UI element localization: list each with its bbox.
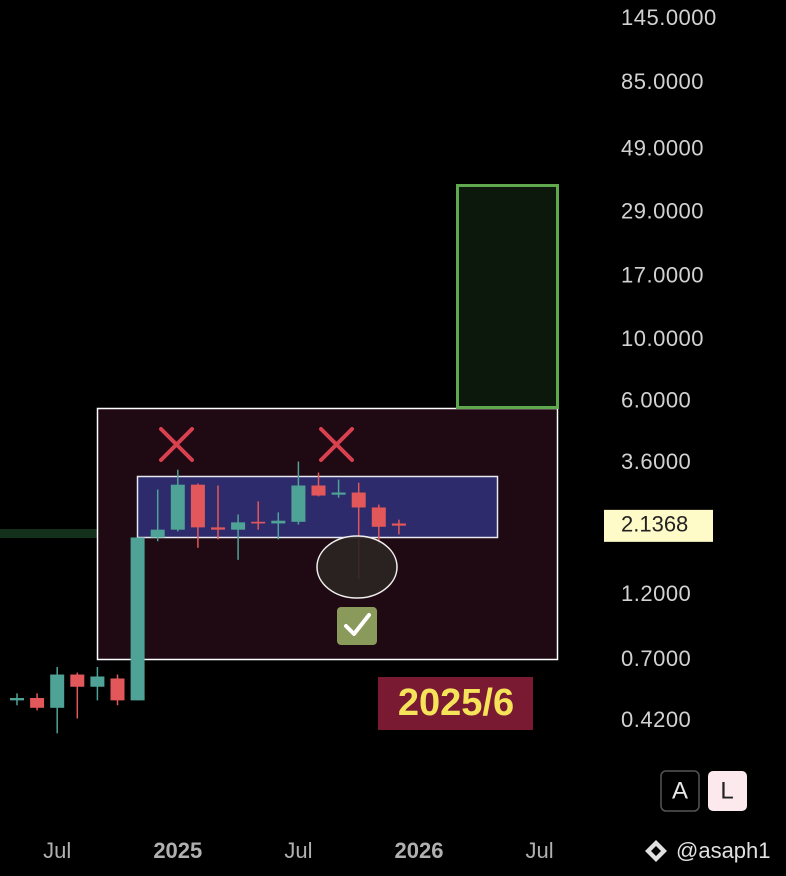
candle-body xyxy=(311,485,326,496)
candle-body xyxy=(231,522,246,530)
log-scale-button[interactable] xyxy=(708,771,747,811)
candle-body xyxy=(211,527,225,530)
candles xyxy=(10,461,406,734)
candle-body xyxy=(30,697,45,708)
check-mark xyxy=(344,613,371,636)
candle-body xyxy=(251,521,266,524)
x-tick-label: 2026 xyxy=(395,838,444,863)
candle-body xyxy=(291,485,306,522)
candle-body xyxy=(90,676,105,687)
x-tick-label: Jul xyxy=(284,838,312,863)
x-tick-label: Jul xyxy=(526,838,554,863)
watermark: @asaph1 xyxy=(676,838,771,863)
price-zone-line xyxy=(0,529,137,538)
candle-body xyxy=(10,697,24,701)
y-tick-label: 10.0000 xyxy=(621,326,704,351)
watermark-icon xyxy=(645,840,667,862)
y-tick-label: 0.7000 xyxy=(621,646,691,671)
candle-body xyxy=(391,523,406,526)
auto-scale-button[interactable] xyxy=(660,770,700,812)
annotation-label: 2025/6 xyxy=(398,682,514,724)
x-tick-label: 2025 xyxy=(153,838,202,863)
candle-body xyxy=(150,529,165,538)
check-icon xyxy=(337,607,377,645)
y-tick-label: 17.0000 xyxy=(621,262,704,287)
y-tick-label: 3.6000 xyxy=(621,449,691,474)
candle-body xyxy=(331,492,346,495)
last-price-tag xyxy=(604,509,713,542)
y-tick-label: 1.2000 xyxy=(621,581,691,606)
y-tick-label: 49.0000 xyxy=(621,135,704,160)
target-box xyxy=(456,184,559,409)
cross-icons xyxy=(159,427,354,462)
log-scale-button-label[interactable]: L xyxy=(720,777,733,804)
candle-body xyxy=(70,674,85,687)
y-tick-label: 0.4200 xyxy=(621,707,691,732)
y-tick-label: 85.0000 xyxy=(621,69,704,94)
candle-body xyxy=(110,678,125,701)
candle-body xyxy=(130,537,145,701)
candle-body xyxy=(351,492,366,508)
auto-scale-button-label[interactable]: A xyxy=(672,777,688,804)
y-tick-label: 6.0000 xyxy=(621,388,691,413)
candle-body xyxy=(50,674,65,708)
candle-body xyxy=(190,484,205,528)
y-tick-label: 29.0000 xyxy=(621,198,704,223)
annotation-label-bg xyxy=(378,677,533,730)
highlight-ellipse xyxy=(316,535,398,599)
y-tick-label: 145.0000 xyxy=(621,5,717,30)
candle-body xyxy=(271,520,286,524)
candle-body xyxy=(170,484,185,530)
x-tick-label: Jul xyxy=(43,838,71,863)
candle-body xyxy=(371,507,386,527)
last-price-label: 2.1368 xyxy=(621,512,688,537)
